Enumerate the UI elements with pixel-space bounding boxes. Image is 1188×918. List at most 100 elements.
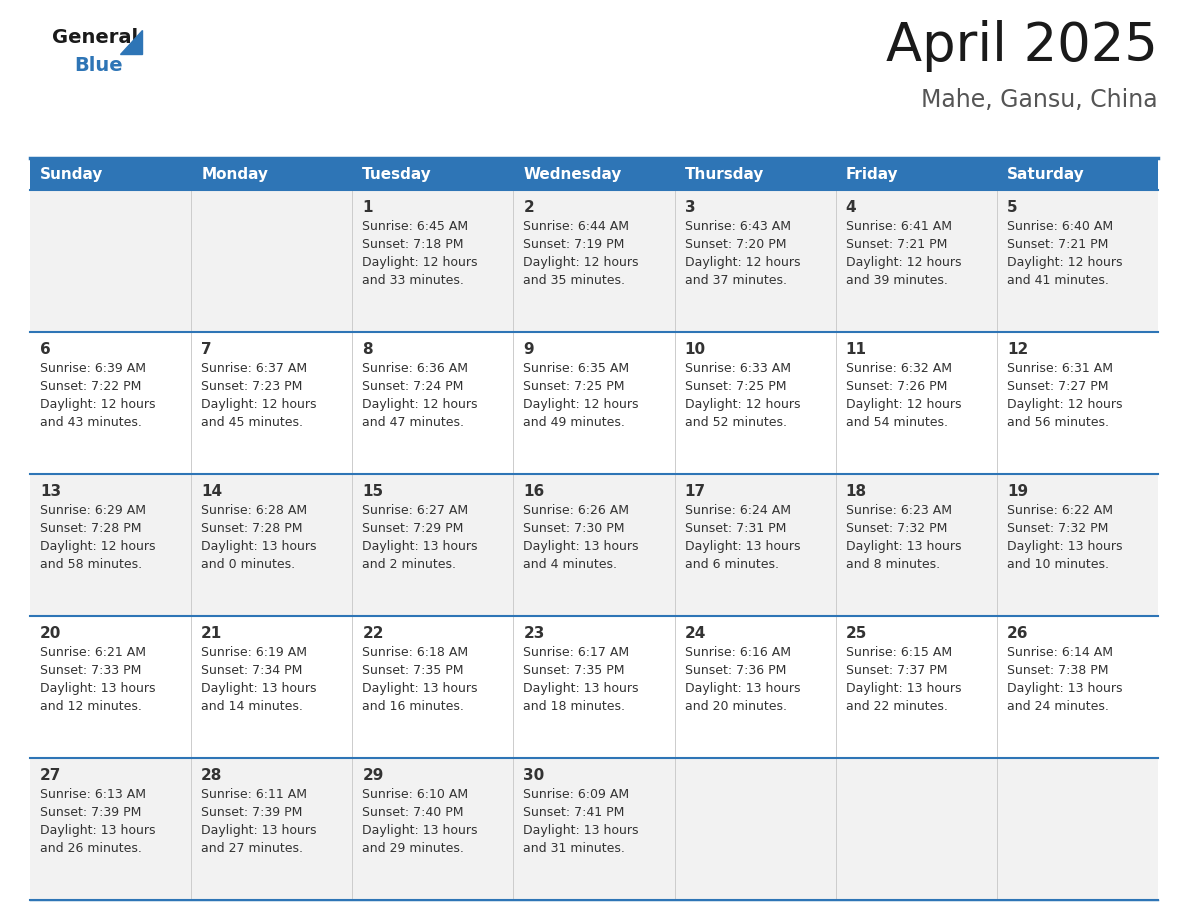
Text: and 8 minutes.: and 8 minutes. [846, 558, 940, 571]
Bar [30, 190, 191, 332]
Text: 26: 26 [1007, 626, 1029, 641]
Text: Sunset: 7:29 PM: Sunset: 7:29 PM [362, 522, 463, 535]
Text: Sunset: 7:20 PM: Sunset: 7:20 PM [684, 238, 786, 251]
Text: Daylight: 13 hours: Daylight: 13 hours [524, 540, 639, 553]
Bar [675, 158, 835, 190]
Text: Daylight: 13 hours: Daylight: 13 hours [524, 682, 639, 695]
Text: Daylight: 13 hours: Daylight: 13 hours [1007, 682, 1123, 695]
Text: Saturday: Saturday [1007, 167, 1085, 183]
Bar [191, 332, 353, 474]
Text: Daylight: 12 hours: Daylight: 12 hours [1007, 398, 1123, 411]
Text: Sunset: 7:27 PM: Sunset: 7:27 PM [1007, 380, 1108, 393]
Text: 6: 6 [40, 342, 51, 357]
Text: Friday: Friday [846, 167, 898, 183]
Bar [997, 474, 1158, 616]
Text: Sunset: 7:41 PM: Sunset: 7:41 PM [524, 806, 625, 819]
Text: Sunrise: 6:19 AM: Sunrise: 6:19 AM [201, 646, 308, 659]
Text: Sunrise: 6:43 AM: Sunrise: 6:43 AM [684, 220, 790, 233]
Bar [513, 616, 675, 758]
Bar [513, 158, 675, 190]
Text: and 33 minutes.: and 33 minutes. [362, 274, 465, 287]
Text: Daylight: 13 hours: Daylight: 13 hours [846, 682, 961, 695]
Text: and 26 minutes.: and 26 minutes. [40, 842, 141, 855]
Text: Sunset: 7:21 PM: Sunset: 7:21 PM [1007, 238, 1108, 251]
Text: Daylight: 12 hours: Daylight: 12 hours [40, 540, 156, 553]
Bar [353, 616, 513, 758]
Bar [997, 332, 1158, 474]
Bar [353, 158, 513, 190]
Text: Daylight: 12 hours: Daylight: 12 hours [524, 398, 639, 411]
Bar [191, 616, 353, 758]
Text: and 20 minutes.: and 20 minutes. [684, 700, 786, 713]
Text: and 29 minutes.: and 29 minutes. [362, 842, 465, 855]
Text: Daylight: 13 hours: Daylight: 13 hours [362, 682, 478, 695]
Text: Daylight: 13 hours: Daylight: 13 hours [362, 540, 478, 553]
Text: and 0 minutes.: and 0 minutes. [201, 558, 296, 571]
Text: Sunset: 7:35 PM: Sunset: 7:35 PM [362, 664, 463, 677]
Text: 27: 27 [40, 768, 62, 783]
Text: Sunset: 7:33 PM: Sunset: 7:33 PM [40, 664, 141, 677]
Text: 24: 24 [684, 626, 706, 641]
Text: 29: 29 [362, 768, 384, 783]
Text: 5: 5 [1007, 200, 1017, 215]
Text: 11: 11 [846, 342, 867, 357]
Text: Sunset: 7:36 PM: Sunset: 7:36 PM [684, 664, 786, 677]
Text: and 10 minutes.: and 10 minutes. [1007, 558, 1108, 571]
Text: 25: 25 [846, 626, 867, 641]
Text: Sunrise: 6:28 AM: Sunrise: 6:28 AM [201, 504, 308, 517]
Bar [353, 758, 513, 900]
Bar [353, 474, 513, 616]
Text: Sunrise: 6:23 AM: Sunrise: 6:23 AM [846, 504, 952, 517]
Text: Daylight: 12 hours: Daylight: 12 hours [40, 398, 156, 411]
Text: 16: 16 [524, 484, 544, 499]
Bar [353, 332, 513, 474]
Text: Blue: Blue [74, 56, 122, 75]
Text: and 45 minutes.: and 45 minutes. [201, 416, 303, 429]
Bar [835, 758, 997, 900]
Text: Daylight: 12 hours: Daylight: 12 hours [684, 398, 800, 411]
Text: Sunset: 7:40 PM: Sunset: 7:40 PM [362, 806, 463, 819]
Text: Sunrise: 6:09 AM: Sunrise: 6:09 AM [524, 788, 630, 801]
Text: Wednesday: Wednesday [524, 167, 621, 183]
Text: and 12 minutes.: and 12 minutes. [40, 700, 141, 713]
Text: Daylight: 12 hours: Daylight: 12 hours [1007, 256, 1123, 269]
Text: Sunrise: 6:45 AM: Sunrise: 6:45 AM [362, 220, 468, 233]
Text: Tuesday: Tuesday [362, 167, 432, 183]
Text: Sunset: 7:31 PM: Sunset: 7:31 PM [684, 522, 786, 535]
Text: and 47 minutes.: and 47 minutes. [362, 416, 465, 429]
Text: Sunrise: 6:36 AM: Sunrise: 6:36 AM [362, 362, 468, 375]
Text: Sunset: 7:39 PM: Sunset: 7:39 PM [40, 806, 141, 819]
Bar [191, 190, 353, 332]
Text: Sunset: 7:34 PM: Sunset: 7:34 PM [201, 664, 303, 677]
Text: Sunrise: 6:14 AM: Sunrise: 6:14 AM [1007, 646, 1113, 659]
Text: 2: 2 [524, 200, 535, 215]
Text: 20: 20 [40, 626, 62, 641]
Bar [675, 190, 835, 332]
Text: Daylight: 13 hours: Daylight: 13 hours [40, 682, 156, 695]
Text: 23: 23 [524, 626, 545, 641]
Bar [513, 190, 675, 332]
Text: Daylight: 13 hours: Daylight: 13 hours [684, 540, 800, 553]
Text: Sunrise: 6:33 AM: Sunrise: 6:33 AM [684, 362, 790, 375]
Text: Daylight: 12 hours: Daylight: 12 hours [524, 256, 639, 269]
Text: 1: 1 [362, 200, 373, 215]
Bar [30, 758, 191, 900]
Text: 17: 17 [684, 484, 706, 499]
Text: and 41 minutes.: and 41 minutes. [1007, 274, 1108, 287]
Text: and 27 minutes.: and 27 minutes. [201, 842, 303, 855]
Text: Sunrise: 6:31 AM: Sunrise: 6:31 AM [1007, 362, 1113, 375]
Bar [997, 158, 1158, 190]
Text: 13: 13 [40, 484, 61, 499]
Text: 3: 3 [684, 200, 695, 215]
Text: 14: 14 [201, 484, 222, 499]
Bar [191, 758, 353, 900]
Text: Monday: Monday [201, 167, 268, 183]
Bar [835, 332, 997, 474]
Text: April 2025: April 2025 [886, 20, 1158, 72]
Bar [997, 190, 1158, 332]
Text: 15: 15 [362, 484, 384, 499]
Text: Sunset: 7:26 PM: Sunset: 7:26 PM [846, 380, 947, 393]
Text: Sunrise: 6:44 AM: Sunrise: 6:44 AM [524, 220, 630, 233]
Bar [191, 474, 353, 616]
Text: Daylight: 13 hours: Daylight: 13 hours [201, 824, 317, 837]
